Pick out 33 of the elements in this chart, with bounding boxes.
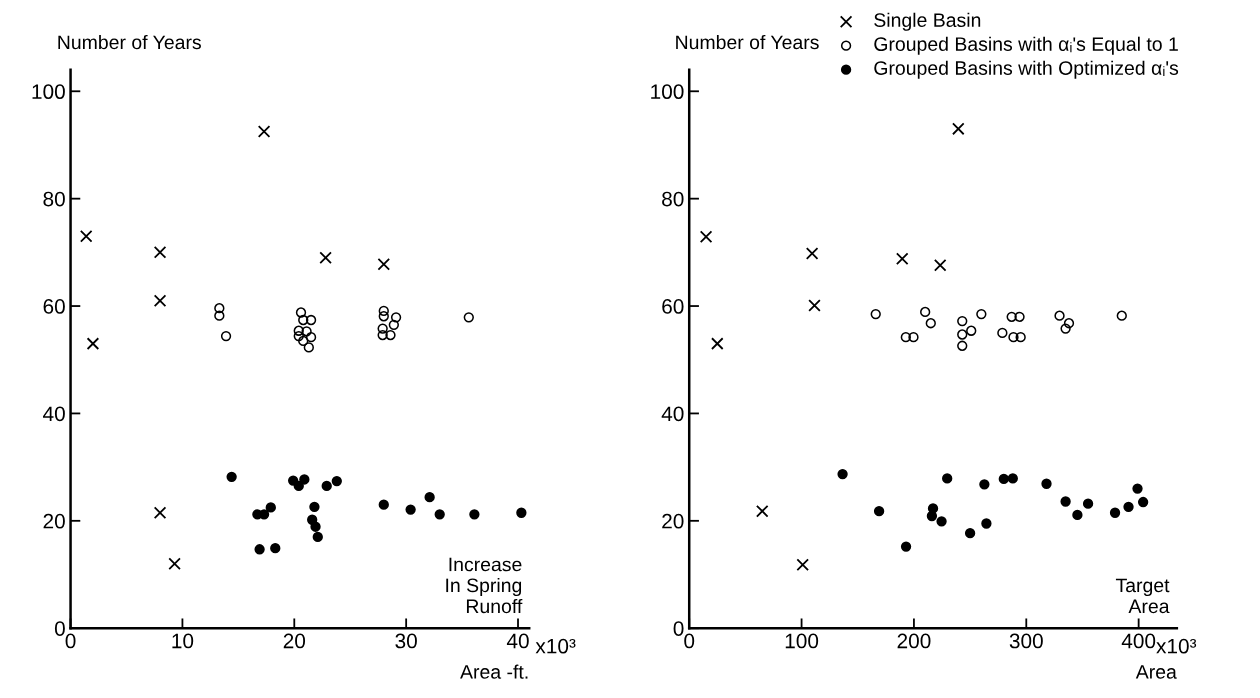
y-axis-title: Number of Years — [58, 34, 201, 50]
x-tick-label: 20 — [283, 633, 306, 649]
annotation: Increase In Spring Runoff — [446, 557, 523, 614]
x-axis-title: Area — [1135, 665, 1177, 679]
y-tick-label: 80 — [43, 191, 65, 207]
y-tick-label: 20 — [43, 513, 65, 529]
y-tick-label: 60 — [43, 299, 65, 314]
y-tick-label: 60 — [662, 299, 684, 314]
x-tick-label: 10 — [172, 633, 194, 649]
x-tick-label: 40 — [506, 633, 529, 649]
text: x10³ — [535, 638, 576, 654]
x-tick-label: 100 — [785, 633, 819, 649]
y-tick-label: 0 — [673, 621, 684, 636]
legend-label: Single Basin — [874, 12, 981, 31]
y-tick-label: 40 — [43, 406, 65, 422]
y-tick-label: 40 — [661, 406, 684, 422]
legend-label: Grouped Basins with Optimized αᵢ's — [874, 60, 1179, 79]
y-tick-label: 100 — [651, 84, 684, 100]
y-tick-label: 80 — [662, 191, 684, 207]
y-tick-label: 20 — [662, 513, 684, 529]
legend-label: Grouped Basins with αᵢ's Equal to 1 — [874, 36, 1178, 55]
text: x10³ — [1156, 638, 1197, 654]
x-tick-label: 300 — [1009, 633, 1043, 649]
y-tick-label: 100 — [32, 84, 65, 100]
x-tick-label: 30 — [395, 633, 417, 649]
y-axis-title: Number of Years — [676, 34, 819, 50]
x-axis-title: Area -ft. — [460, 664, 528, 679]
y-tick-label: 0 — [54, 621, 65, 636]
annotation: Target Area — [1115, 578, 1170, 614]
x-tick-label: 0 — [684, 633, 695, 649]
x-tick-label: 200 — [897, 633, 931, 649]
x-tick-label: 0 — [65, 633, 76, 649]
x-tick-label: 400 — [1121, 633, 1156, 649]
